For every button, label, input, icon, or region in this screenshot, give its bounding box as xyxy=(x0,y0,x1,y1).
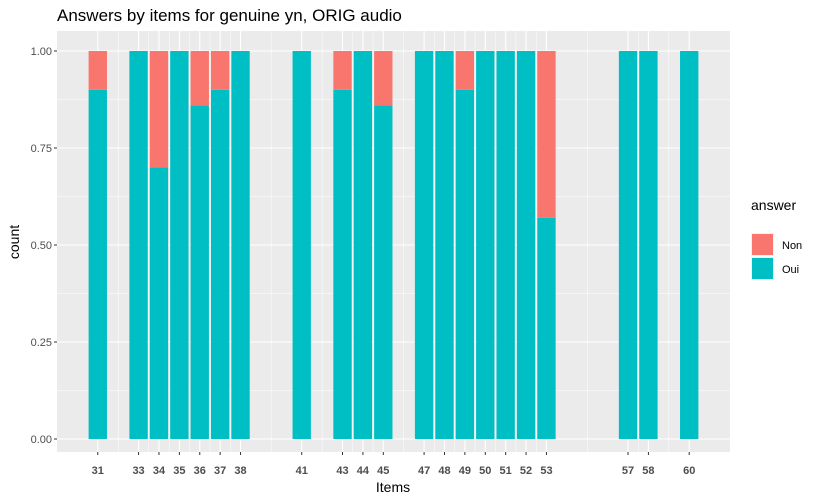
bar-non-31 xyxy=(88,51,107,90)
x-tick-label: 58 xyxy=(642,465,654,477)
bar-oui-52 xyxy=(516,51,536,439)
x-tick-label: 31 xyxy=(92,465,104,477)
bar-oui-58 xyxy=(639,51,658,439)
x-tick-label: 37 xyxy=(214,465,226,477)
y-tick-label: 0.00 xyxy=(31,434,52,446)
bar-oui-45 xyxy=(374,105,393,439)
x-axis-title: Items xyxy=(376,479,410,495)
bar-oui-53 xyxy=(537,217,556,439)
x-tick-label: 35 xyxy=(173,465,185,477)
bar-oui-49 xyxy=(455,89,475,440)
bar-non-37 xyxy=(210,51,230,90)
x-tick-label: 57 xyxy=(622,465,634,477)
bar-oui-35 xyxy=(170,51,189,439)
x-tick-label: 47 xyxy=(418,465,430,477)
bar-oui-38 xyxy=(231,51,250,439)
x-tick-label: 45 xyxy=(377,465,389,477)
bar-oui-44 xyxy=(353,51,373,439)
bar-oui-41 xyxy=(292,51,311,439)
x-tick-label: 44 xyxy=(357,465,370,477)
legend-label-non: Non xyxy=(782,240,802,252)
x-tick-label: 52 xyxy=(520,465,532,477)
bar-non-49 xyxy=(455,51,475,90)
y-tick-label: 0.75 xyxy=(31,143,52,155)
x-tick-label: 43 xyxy=(336,465,348,477)
x-tick-label: 50 xyxy=(479,465,491,477)
bar-oui-43 xyxy=(333,89,352,440)
bar-oui-51 xyxy=(496,51,515,439)
bar-oui-50 xyxy=(476,51,495,439)
bars xyxy=(88,51,699,440)
y-axis: 0.00 0.25 0.50 0.75 1.00 xyxy=(31,46,57,446)
x-tick-label: 34 xyxy=(153,465,166,477)
legend-label-oui: Oui xyxy=(782,264,799,276)
bar-oui-33 xyxy=(129,51,148,439)
bar-non-53 xyxy=(537,51,556,218)
x-tick-label: 51 xyxy=(500,465,512,477)
chart-title: Answers by items for genuine yn, ORIG au… xyxy=(57,6,402,25)
legend-title: answer xyxy=(751,197,796,213)
x-tick-label: 33 xyxy=(132,465,144,477)
bar-oui-47 xyxy=(414,51,434,439)
y-axis-title: count xyxy=(6,225,22,259)
bar-non-34 xyxy=(149,51,169,168)
bar-oui-31 xyxy=(88,89,107,440)
bar-non-45 xyxy=(374,51,393,106)
bar-oui-37 xyxy=(210,89,230,440)
x-axis: 31 33 34 35 36 37 38 41 43 44 45 47 48 49 50 51 52 53 57 58… xyxy=(92,452,695,477)
bar-oui-48 xyxy=(435,51,454,439)
legend-swatch-oui xyxy=(752,258,773,279)
x-tick-label: 49 xyxy=(459,465,471,477)
bar-oui-57 xyxy=(618,51,638,439)
x-tick-label: 48 xyxy=(438,465,450,477)
x-tick-label: 53 xyxy=(540,465,552,477)
x-tick-label: 41 xyxy=(296,465,308,477)
bar-oui-36 xyxy=(190,105,209,439)
bar-non-36 xyxy=(190,51,209,106)
x-tick-label: 60 xyxy=(683,465,695,477)
bar-oui-34 xyxy=(149,167,169,439)
x-tick-label: 36 xyxy=(194,465,206,477)
bar-oui-60 xyxy=(680,51,699,439)
y-tick-label: 0.25 xyxy=(31,337,52,349)
legend-swatch-non xyxy=(752,234,773,255)
y-tick-label: 1.00 xyxy=(31,46,52,58)
y-tick-label: 0.50 xyxy=(31,240,52,252)
legend: answer Non Oui xyxy=(751,197,802,280)
bar-non-43 xyxy=(333,51,352,90)
x-tick-label: 38 xyxy=(234,465,246,477)
